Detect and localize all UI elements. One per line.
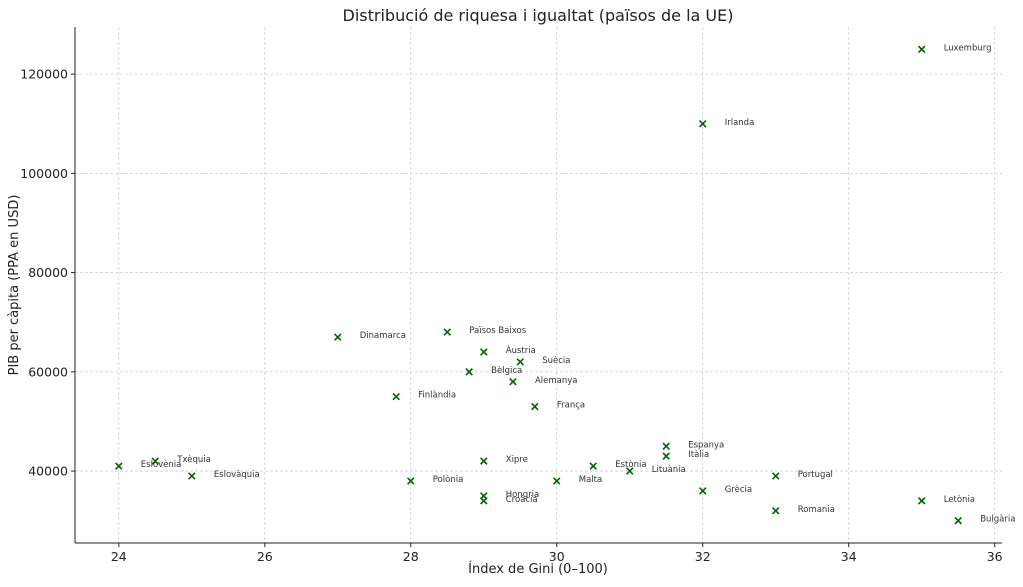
data-point: Dinamarca — [334, 331, 406, 341]
point-label: Irlanda — [725, 118, 755, 128]
point-marker-stroke — [188, 472, 196, 480]
data-point: Itàlia — [662, 450, 709, 460]
data-point: Croàcia — [479, 495, 538, 505]
data-point: Txèquia — [151, 454, 211, 465]
data-point: Polònia — [406, 474, 464, 485]
data-point: Luxemburg — [917, 43, 992, 54]
data-point: Xipre — [479, 455, 528, 465]
data-point: Letònia — [917, 494, 975, 505]
point-label: Bèlgica — [491, 365, 522, 376]
point-label: Estònia — [615, 459, 646, 470]
point-label: Croàcia — [506, 495, 538, 505]
data-point: Portugal — [771, 470, 833, 480]
y-tick-label: 80000 — [28, 265, 68, 280]
point-label: Luxemburg — [944, 43, 992, 53]
data-point: Alemanya — [509, 376, 578, 386]
point-label: Àustria — [506, 344, 536, 356]
point-label: Romania — [798, 505, 835, 515]
point-label: Països Baixos — [469, 326, 526, 336]
point-label: Finlàndia — [418, 391, 456, 401]
data-point: Àustria — [479, 344, 536, 356]
point-marker-stroke — [479, 348, 488, 356]
point-marker-stroke — [698, 119, 707, 128]
x-tick-label: 36 — [987, 549, 1003, 564]
point-marker-stroke — [552, 477, 561, 485]
point-label: Eslovènia — [141, 459, 182, 470]
point-label: Grècia — [725, 484, 752, 495]
point-marker-stroke — [589, 462, 598, 470]
point-marker-stroke — [917, 45, 926, 54]
data-point: França — [531, 401, 585, 411]
point-marker-stroke — [115, 462, 123, 470]
x-tick-label: 32 — [695, 549, 711, 564]
point-label: Txèquia — [176, 454, 211, 465]
axes-layer: 24 26 28 30 32 34 36 40000 60000 80000 100000 12000… — [20, 27, 1003, 564]
data-point: Estònia — [589, 459, 647, 470]
data-point: Eslovàquia — [188, 470, 260, 480]
point-label: Letònia — [944, 494, 975, 505]
point-marker-stroke — [516, 358, 525, 366]
data-point: Lituània — [625, 465, 686, 475]
y-tick-label: 60000 — [28, 364, 68, 379]
point-marker-stroke — [698, 487, 707, 495]
point-marker-stroke — [334, 333, 342, 341]
data-point: Països Baixos — [443, 326, 527, 336]
point-label: Espanya — [688, 440, 724, 450]
point-label: França — [557, 401, 585, 411]
point-marker-stroke — [662, 442, 671, 451]
y-tick-label: 40000 — [28, 464, 68, 479]
data-point: Grècia — [698, 484, 752, 495]
point-marker-stroke — [392, 392, 400, 401]
data-point: Finlàndia — [392, 391, 456, 401]
point-label: Dinamarca — [360, 331, 406, 341]
point-marker-stroke — [509, 377, 517, 386]
x-tick-label: 24 — [111, 549, 127, 564]
point-marker-stroke — [479, 497, 488, 505]
y-tick-label: 100000 — [20, 166, 68, 181]
y-tick-label: 120000 — [20, 67, 68, 82]
point-label: Eslovàquia — [214, 470, 260, 480]
data-point: Malta — [552, 475, 602, 485]
point-label: Itàlia — [688, 450, 709, 460]
point-marker-stroke — [406, 477, 415, 485]
point-label: Hongria — [506, 490, 539, 500]
x-tick-label: 26 — [257, 549, 273, 564]
point-label: Bulgària — [980, 515, 1015, 525]
data-point: Romania — [771, 505, 835, 515]
y-axis-label: PIB per càpita (PPA en USD) — [7, 195, 22, 376]
data-point: Bulgària — [954, 515, 1015, 525]
data-point: Eslovènia — [115, 459, 182, 470]
chart-title: Distribució de riquesa i igualtat (païso… — [343, 6, 734, 25]
point-label: Xipre — [506, 455, 528, 465]
points-layer: Luxemburg Irlanda Dinamarca Països Baixos Àu… — [115, 43, 1015, 525]
point-marker-stroke — [771, 472, 780, 480]
point-marker-stroke — [465, 368, 473, 376]
point-marker-stroke — [917, 497, 926, 505]
x-tick-label: 30 — [549, 549, 565, 564]
point-marker-stroke — [771, 506, 780, 515]
x-axis-label: Índex de Gini (0–100) — [468, 561, 608, 577]
point-marker-stroke — [443, 328, 452, 336]
point-label: Lituània — [652, 465, 686, 475]
data-point: Bèlgica — [465, 365, 522, 376]
point-marker-stroke — [151, 457, 160, 465]
x-tick-label: 34 — [841, 549, 857, 564]
point-marker-stroke — [479, 457, 488, 465]
grid-layer — [75, 27, 1002, 543]
point-label: Alemanya — [535, 376, 578, 386]
data-point: Espanya — [662, 440, 724, 451]
x-tick-label: 28 — [403, 549, 419, 564]
point-label: Malta — [579, 475, 602, 485]
data-point: Irlanda — [698, 118, 755, 128]
point-marker-stroke — [531, 402, 539, 411]
point-label: Suècia — [542, 355, 570, 366]
point-marker-stroke — [625, 467, 634, 475]
point-marker-stroke — [954, 516, 962, 525]
data-point: Suècia — [516, 355, 571, 366]
point-marker-stroke — [662, 452, 671, 460]
point-label: Polònia — [433, 474, 464, 485]
point-label: Portugal — [798, 470, 833, 480]
